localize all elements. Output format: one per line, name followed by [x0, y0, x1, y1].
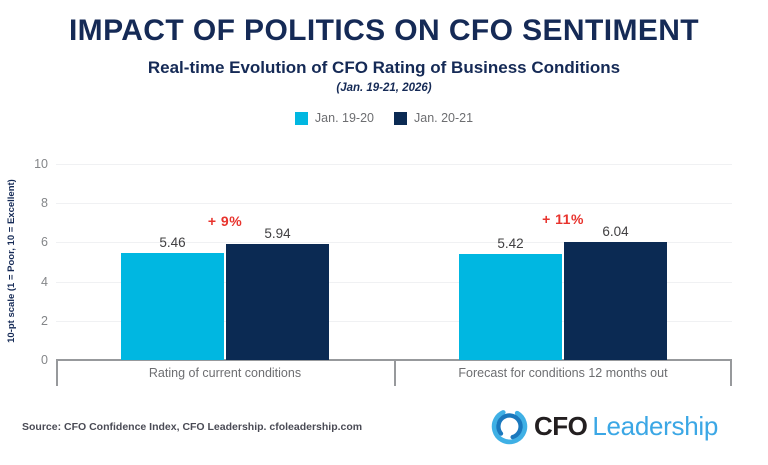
- y-tick-label: 2: [41, 313, 48, 328]
- legend-label: Jan. 20-21: [414, 111, 474, 125]
- bar-value-label: 5.94: [264, 225, 291, 241]
- bar-jan-19-20: [121, 252, 224, 360]
- y-tick-label: 10: [34, 157, 48, 171]
- cfo-leadership-logo: CFO Leadership: [489, 406, 718, 447]
- chart-subtitle: Real-time Evolution of CFO Rating of Bus…: [147, 58, 621, 77]
- gridline-6: [56, 242, 732, 244]
- bar-value-label: 6.04: [602, 223, 629, 239]
- legend-item-jan-19-20: Jan. 19-20: [294, 111, 374, 125]
- y-tick-label: 0: [41, 353, 48, 367]
- gridline-2: [56, 320, 732, 322]
- bar-jan-20-21: [564, 241, 667, 360]
- x-axis-tick: [394, 359, 396, 386]
- chart-legend: Jan. 19-20 Jan. 20-21: [0, 111, 768, 125]
- chart-date-range: (Jan. 19-21, 2026): [336, 82, 432, 94]
- category-label: Rating of current conditions: [148, 366, 302, 380]
- source-note: Source: CFO Confidence Index, CFO Leader…: [22, 421, 363, 433]
- gridline-4: [56, 281, 732, 283]
- legend-swatch-cyan-icon: [294, 111, 308, 125]
- plot-area: 0 2 4 6 8 10 Rating of current conditions 5.46 5…: [34, 157, 732, 386]
- bar-jan-20-21: [226, 243, 329, 360]
- bar-value-label: 5.46: [159, 234, 186, 250]
- legend-item-jan-20-21: Jan. 20-21: [394, 111, 473, 125]
- logo-text-leadership: Leadership: [592, 411, 718, 441]
- x-axis-tick: [56, 359, 58, 386]
- bar-jan-19-20: [459, 253, 562, 360]
- y-tick-label: 4: [41, 274, 48, 289]
- bar-value-label: 5.42: [497, 235, 524, 251]
- cfo-leadership-swirl-icon: [491, 408, 528, 445]
- y-axis-title: 10-pt scale (1 = Poor, 10 = Excellent): [6, 179, 17, 343]
- category-label: Forecast for conditions 12 months out: [458, 366, 668, 380]
- y-tick-label: 8: [41, 196, 48, 211]
- x-axis-tick: [730, 359, 732, 386]
- y-tick-label: 6: [41, 235, 48, 250]
- legend-label: Jan. 19-20: [314, 111, 374, 125]
- chart-title: IMPACT OF POLITICS ON CFO SENTIMENT: [68, 14, 700, 47]
- gridline-10: [56, 164, 732, 165]
- legend-swatch-navy-icon: [394, 111, 407, 125]
- delta-label: + 9%: [207, 212, 243, 229]
- delta-label: + 11%: [542, 210, 584, 227]
- gridline-8: [56, 203, 732, 205]
- logo-text-cfo: CFO: [533, 411, 588, 441]
